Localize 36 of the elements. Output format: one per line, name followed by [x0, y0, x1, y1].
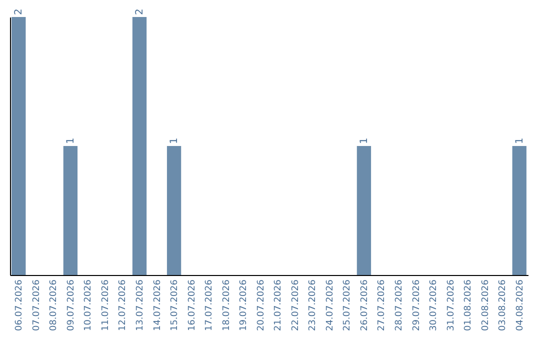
x-tick-label: 02.08.2026	[480, 279, 491, 332]
x-tick-label: 07.07.2026	[32, 279, 42, 332]
x-tick-label: 21.07.2026	[274, 279, 284, 332]
data-label: 1	[514, 138, 526, 144]
x-tick-label: 20.07.2026	[256, 279, 266, 332]
data-label: 2	[134, 8, 146, 15]
x-tick-label: 30.07.2026	[429, 279, 440, 332]
x-tick-label: 27.07.2026	[377, 279, 388, 332]
x-tick-label: 25.07.2026	[342, 279, 353, 332]
data-label: 1	[358, 138, 370, 144]
x-tick-label: 24.07.2026	[325, 279, 336, 332]
x-tick-label: 29.07.2026	[412, 279, 422, 332]
x-tick-label: 12.07.2026	[118, 279, 128, 332]
x-tick-label: 03.08.2026	[498, 279, 508, 332]
x-tick-label: 14.07.2026	[152, 279, 163, 332]
x-tick-label: 09.07.2026	[66, 279, 76, 332]
x-tick-label: 08.07.2026	[49, 279, 60, 332]
x-tick-label: 17.07.2026	[204, 279, 215, 332]
x-tick-label: 15.07.2026	[170, 279, 180, 332]
data-label: 1	[169, 138, 180, 144]
x-tick-label: 10.07.2026	[84, 279, 94, 332]
x-tick-label: 18.07.2026	[222, 279, 232, 332]
x-tick-label: 31.07.2026	[446, 279, 456, 332]
x-tick-label: 26.07.2026	[360, 279, 370, 332]
x-tick-label: 16.07.2026	[187, 279, 198, 332]
x-tick-label: 06.07.2026	[14, 279, 25, 332]
x-tick-label: 22.07.2026	[290, 279, 301, 332]
x-tick-label: 28.07.2026	[394, 279, 404, 332]
data-label: 1	[65, 138, 76, 144]
x-tick-label: 04.08.2026	[515, 279, 526, 332]
x-tick-label: 11.07.2026	[100, 279, 111, 332]
x-tick-label: 19.07.2026	[239, 279, 250, 332]
x-tick-label: 01.08.2026	[464, 279, 474, 332]
x-tick-label: 23.07.2026	[308, 279, 318, 332]
data-label: 2	[14, 8, 25, 15]
x-tick-label: 13.07.2026	[136, 279, 146, 332]
